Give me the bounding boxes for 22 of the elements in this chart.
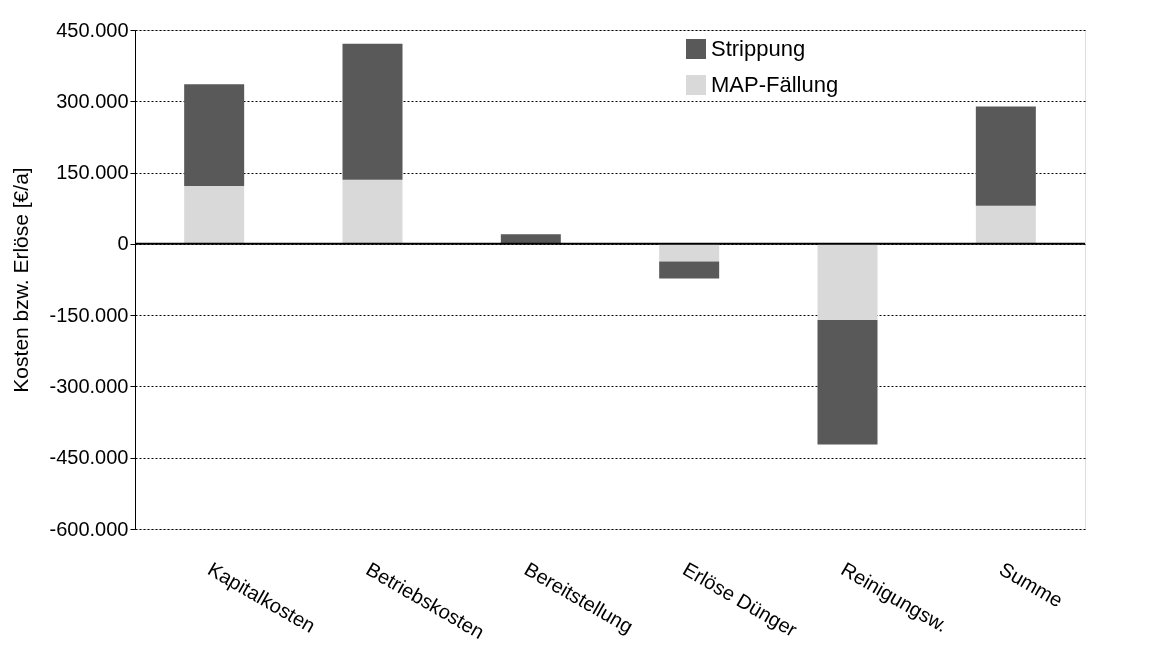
y-tick-label: 0 <box>117 232 129 255</box>
bar <box>184 84 245 186</box>
bar <box>817 319 878 445</box>
bar <box>500 234 561 244</box>
y-tick-label: -450.000 <box>49 446 129 469</box>
legend-label: Strippung <box>711 36 806 61</box>
bar <box>659 243 720 262</box>
bar <box>975 205 1036 244</box>
legend-label: MAP-Fällung <box>711 72 839 97</box>
y-tick-label: 450.000 <box>56 18 129 41</box>
y-tick-label: -150.000 <box>49 303 129 326</box>
y-tick-label: -300.000 <box>49 374 129 397</box>
y-axis-title: Kosten bzw. Erlöse [€/a] <box>8 167 32 393</box>
bar <box>342 179 403 244</box>
bar <box>659 261 720 279</box>
y-tick-label: 300.000 <box>56 89 129 112</box>
bar <box>342 43 403 180</box>
bar <box>975 106 1036 206</box>
y-tick-label: -600.000 <box>49 517 129 540</box>
bar <box>184 185 245 244</box>
y-tick-label: 150.000 <box>56 161 129 184</box>
bar <box>817 243 878 320</box>
